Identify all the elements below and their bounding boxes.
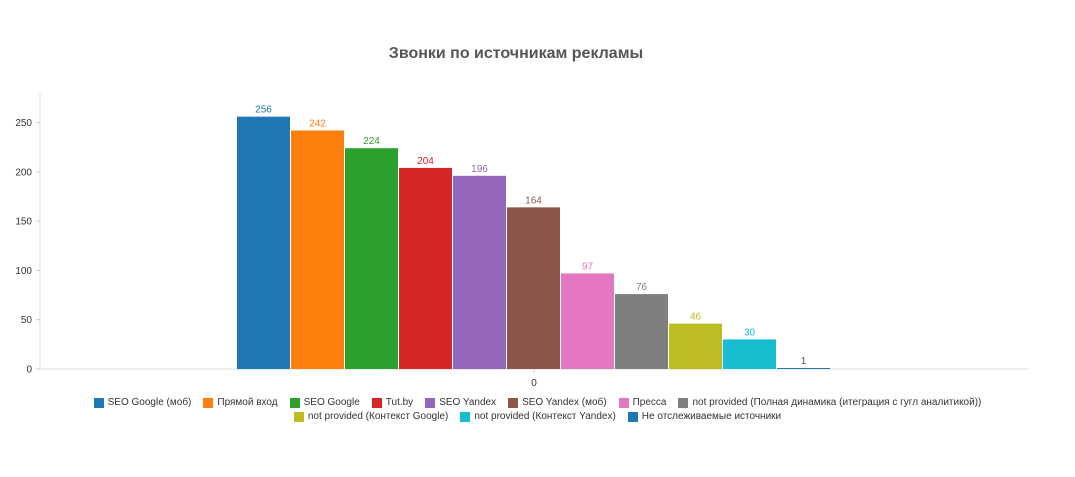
- legend-item[interactable]: not provided (Контекст Google): [293, 411, 449, 422]
- legend-swatch: [460, 411, 471, 422]
- bar-data-label: 30: [744, 327, 756, 338]
- bar-data-label: 97: [582, 261, 594, 272]
- legend-item[interactable]: Пресса: [618, 397, 667, 408]
- y-tick-label: 50: [21, 315, 33, 326]
- y-tick-label: 100: [15, 266, 32, 277]
- legend-item[interactable]: SEO Yandex: [425, 397, 496, 408]
- bar-data-label: 46: [690, 312, 702, 323]
- bar[interactable]: [561, 273, 614, 369]
- legend-swatch: [289, 397, 300, 408]
- legend-item[interactable]: SEO Yandex (моб): [508, 397, 607, 408]
- legend-item[interactable]: not provided (Контекст Yandex): [460, 411, 616, 422]
- legend-swatch: [93, 397, 104, 408]
- y-tick-label: 150: [15, 217, 32, 228]
- bar[interactable]: [237, 116, 290, 370]
- chart-data-labels: 256 242 224 204 196 164 97 76 46 30 1: [255, 105, 807, 367]
- bar-data-label: 196: [471, 164, 488, 175]
- legend-label: Не отслеживаемые источники: [641, 411, 782, 422]
- bar-data-label: 224: [363, 136, 380, 147]
- bar-data-label: 164: [525, 195, 542, 206]
- legend-label: not provided (Полная динамика (итеграция…: [692, 397, 982, 408]
- bar[interactable]: [345, 148, 398, 369]
- y-tick-label: 250: [15, 118, 32, 129]
- x-tick-label: 0: [531, 378, 537, 389]
- legend-label: SEO Yandex (моб): [522, 397, 607, 408]
- legend-label: SEO Google: [303, 397, 360, 408]
- y-tick-label: 0: [26, 365, 32, 376]
- legend-swatch: [627, 411, 638, 422]
- legend-item[interactable]: not provided (Полная динамика (итеграция…: [678, 397, 981, 408]
- legend-swatch: [618, 397, 629, 408]
- bar[interactable]: [291, 130, 344, 369]
- chart-legend: SEO Google (моб) Прямой вход SEO Google Tut…: [40, 397, 1035, 422]
- legend-item[interactable]: SEO Google (моб): [93, 397, 192, 408]
- chart-bars: [237, 116, 830, 370]
- legend-item[interactable]: Tut.by: [371, 397, 414, 408]
- bar[interactable]: [507, 207, 560, 369]
- bar-data-label: 1: [801, 356, 807, 367]
- legend-item[interactable]: Прямой вход: [203, 397, 278, 408]
- chart-title: Звонки по источникам рекламы: [389, 45, 643, 62]
- bar[interactable]: [669, 323, 722, 369]
- bar[interactable]: [399, 167, 452, 369]
- bar[interactable]: [723, 339, 776, 369]
- legend-swatch: [371, 397, 382, 408]
- legend-label: not provided (Контекст Yandex): [474, 411, 616, 422]
- bar[interactable]: [453, 175, 506, 369]
- legend-label: Прямой вход: [217, 397, 278, 408]
- legend-swatch: [508, 397, 519, 408]
- legend-swatch: [293, 411, 304, 422]
- legend-swatch: [425, 397, 436, 408]
- bar-data-label: 256: [255, 105, 272, 116]
- bar-data-label: 76: [636, 282, 648, 293]
- legend-swatch: [678, 397, 689, 408]
- legend-item[interactable]: SEO Google: [289, 397, 360, 408]
- legend-label: Пресса: [632, 397, 667, 408]
- legend-item[interactable]: Не отслеживаемые источники: [627, 411, 782, 422]
- legend-label: Tut.by: [385, 397, 414, 408]
- bar[interactable]: [777, 368, 830, 369]
- legend-label: not provided (Контекст Google): [307, 411, 449, 422]
- legend-label: SEO Google (моб): [107, 397, 192, 408]
- legend-label: SEO Yandex: [439, 397, 497, 408]
- bar-data-label: 204: [417, 156, 434, 167]
- y-tick-label: 200: [15, 167, 32, 178]
- bar-data-label: 242: [309, 118, 326, 129]
- bar[interactable]: [615, 294, 668, 369]
- legend-swatch: [203, 397, 214, 408]
